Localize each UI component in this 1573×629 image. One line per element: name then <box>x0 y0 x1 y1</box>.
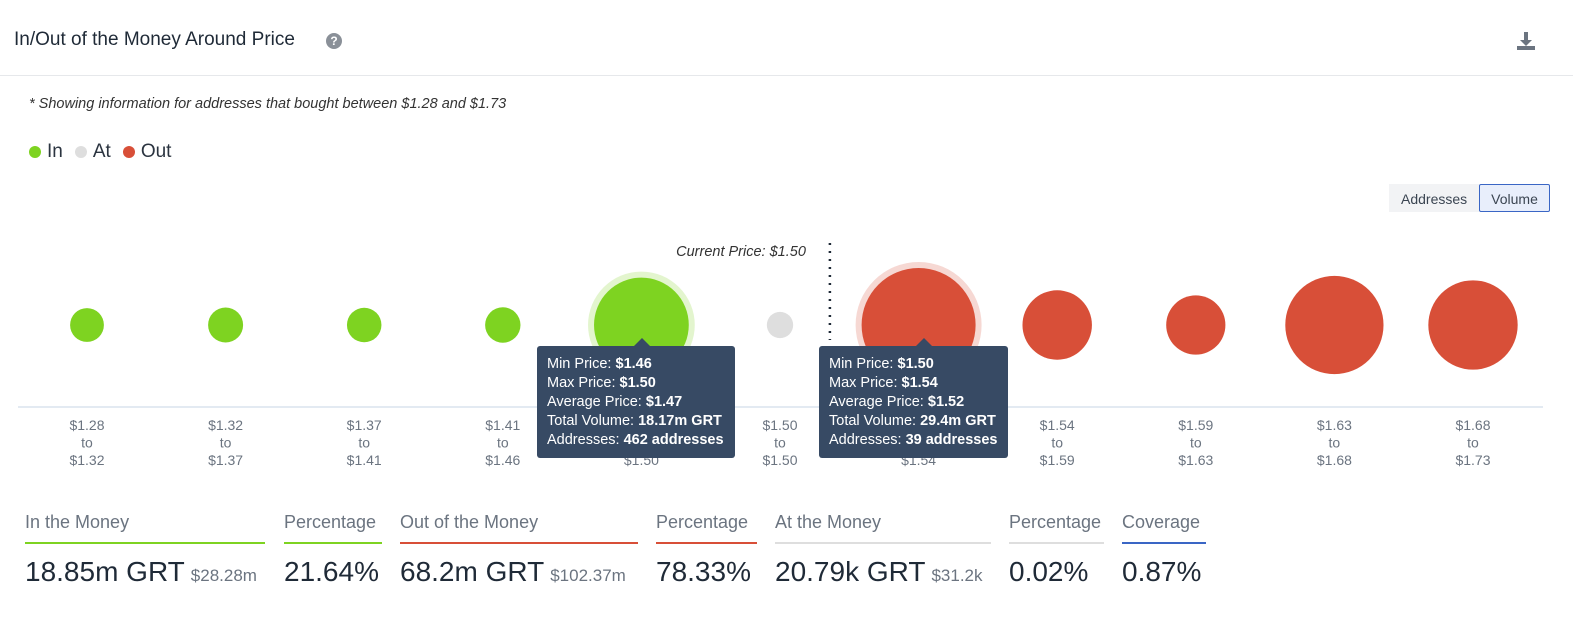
stat-value: 20.79k GRT $31.2k <box>775 556 983 587</box>
stat-underline <box>1009 542 1104 544</box>
stat-underline <box>25 542 265 544</box>
stat-label: In the Money <box>25 512 130 532</box>
svg-text:$1.28: $1.28 <box>69 417 104 433</box>
legend-label-at: At <box>92 141 111 162</box>
svg-text:$1.46: $1.46 <box>485 452 520 468</box>
stat-value: 18.85m GRT $28.28m <box>25 556 257 587</box>
svg-text:to: to <box>497 435 509 451</box>
bubble-in[interactable] <box>208 307 244 343</box>
svg-text:to: to <box>774 435 786 451</box>
svg-text:$1.50: $1.50 <box>762 452 797 468</box>
x-tick-label: $1.59 to$1.63 <box>1178 417 1213 468</box>
stat-underline <box>400 542 638 544</box>
legend-dot-out <box>122 146 135 158</box>
svg-text:$1.68: $1.68 <box>1317 452 1352 468</box>
legend-item-out[interactable]: Out <box>122 141 172 163</box>
stat-value: 21.64% <box>284 556 379 587</box>
tooltip-bin-2: Min Price: $1.50 Max Price: $1.54 Averag… <box>819 338 1009 458</box>
bubble-out[interactable] <box>1166 295 1226 355</box>
svg-text:$1.59: $1.59 <box>1040 452 1075 468</box>
chart-legend: In At Out <box>29 141 183 163</box>
svg-text:to: to <box>1190 435 1202 451</box>
bubble-in[interactable] <box>346 307 382 343</box>
stat-value: 78.33% <box>656 556 751 587</box>
stat-label: Coverage <box>1122 512 1201 532</box>
svg-text:$1.50: $1.50 <box>762 417 797 433</box>
svg-text:to: to <box>358 435 370 451</box>
stat-label: Percentage <box>656 512 749 532</box>
legend-label-out: Out <box>140 141 172 162</box>
svg-text:$1.73: $1.73 <box>1455 452 1490 468</box>
x-tick-label: $1.63 to$1.68 <box>1317 417 1352 468</box>
x-tick-label: $1.37 to$1.41 <box>347 417 382 468</box>
x-tick-label: $1.54 to$1.59 <box>1040 417 1075 468</box>
stat-value: 0.87% <box>1122 556 1202 587</box>
x-tick-label: $1.28 to$1.32 <box>69 417 104 468</box>
x-tick-label: $1.68 to$1.73 <box>1455 417 1490 468</box>
current-price-label: Current Price: $1.50 <box>676 244 806 260</box>
svg-text:$1.63: $1.63 <box>1317 417 1352 433</box>
range-note: * Showing information for addresses that… <box>29 96 507 112</box>
svg-text:to: to <box>1467 435 1479 451</box>
svg-text:to: to <box>81 435 93 451</box>
legend-dot-in <box>29 146 41 158</box>
legend-item-at[interactable]: At <box>74 141 111 163</box>
stat-value: 0.02% <box>1009 556 1089 587</box>
stat-out-percentage: Percentage 78.33% <box>656 512 757 588</box>
svg-text:$1.59: $1.59 <box>1178 417 1213 433</box>
download-icon[interactable] <box>1515 30 1537 52</box>
legend-dot-at <box>74 146 87 158</box>
question-circle-icon[interactable]: ? <box>326 33 342 49</box>
svg-text:$1.63: $1.63 <box>1178 452 1213 468</box>
stat-label: Out of the Money <box>400 512 539 532</box>
x-tick-label: $1.32 to$1.37 <box>208 417 243 468</box>
stat-underline <box>775 542 991 544</box>
stat-underline <box>284 542 382 544</box>
legend-item-in[interactable]: In <box>29 141 63 163</box>
svg-text:$1.32: $1.32 <box>69 452 104 468</box>
svg-text:$1.37: $1.37 <box>208 452 243 468</box>
bubble-chart: Current Price: $1.50$1.28to$1.32$1.32to$… <box>18 243 1543 468</box>
bubble-out[interactable] <box>1022 290 1092 360</box>
stat-label: Percentage <box>284 512 377 532</box>
svg-text:to: to <box>1051 435 1063 451</box>
panel-title: In/Out of the Money Around Price <box>14 29 295 50</box>
svg-text:$1.54: $1.54 <box>1040 417 1075 433</box>
stat-at-the-money: At the Money 20.79k GRT $31.2k <box>775 512 991 588</box>
bubble-in[interactable] <box>70 308 104 342</box>
x-tick-label: $1.41 to$1.46 <box>485 417 520 468</box>
svg-text:$1.32: $1.32 <box>208 417 243 433</box>
legend-label-in: In <box>47 141 63 162</box>
svg-text:to: to <box>1329 435 1341 451</box>
bubble-at[interactable] <box>766 311 794 339</box>
svg-text:$1.41: $1.41 <box>347 452 382 468</box>
stat-in-percentage: Percentage 21.64% <box>284 512 382 588</box>
bubble-out[interactable] <box>1285 275 1384 375</box>
stat-value: 68.2m GRT $102.37m <box>400 556 626 587</box>
stat-label: At the Money <box>775 512 882 532</box>
svg-text:$1.68: $1.68 <box>1455 417 1490 433</box>
stat-underline <box>1122 542 1206 544</box>
tooltip-bin-1: Min Price: $1.46 Max Price: $1.50 Averag… <box>537 338 735 458</box>
bubble-in[interactable] <box>485 307 521 343</box>
panel-header: In/Out of the Money Around Price ? <box>0 0 1573 76</box>
stat-in-the-money: In the Money 18.85m GRT $28.28m <box>25 512 265 588</box>
stat-label: Percentage <box>1009 512 1102 532</box>
bubble-out[interactable] <box>1428 280 1518 370</box>
stat-at-percentage: Percentage 0.02% <box>1009 512 1104 588</box>
stat-coverage: Coverage 0.87% <box>1122 512 1206 588</box>
svg-text:to: to <box>220 435 232 451</box>
metric-toggle: Addresses Volume <box>1389 184 1550 212</box>
stat-underline <box>656 542 757 544</box>
svg-text:$1.41: $1.41 <box>485 417 520 433</box>
addresses-toggle-button[interactable]: Addresses <box>1389 184 1480 212</box>
stat-out-of-the-money: Out of the Money 68.2m GRT $102.37m <box>400 512 638 588</box>
volume-toggle-button[interactable]: Volume <box>1479 184 1550 212</box>
svg-text:$1.37: $1.37 <box>347 417 382 433</box>
